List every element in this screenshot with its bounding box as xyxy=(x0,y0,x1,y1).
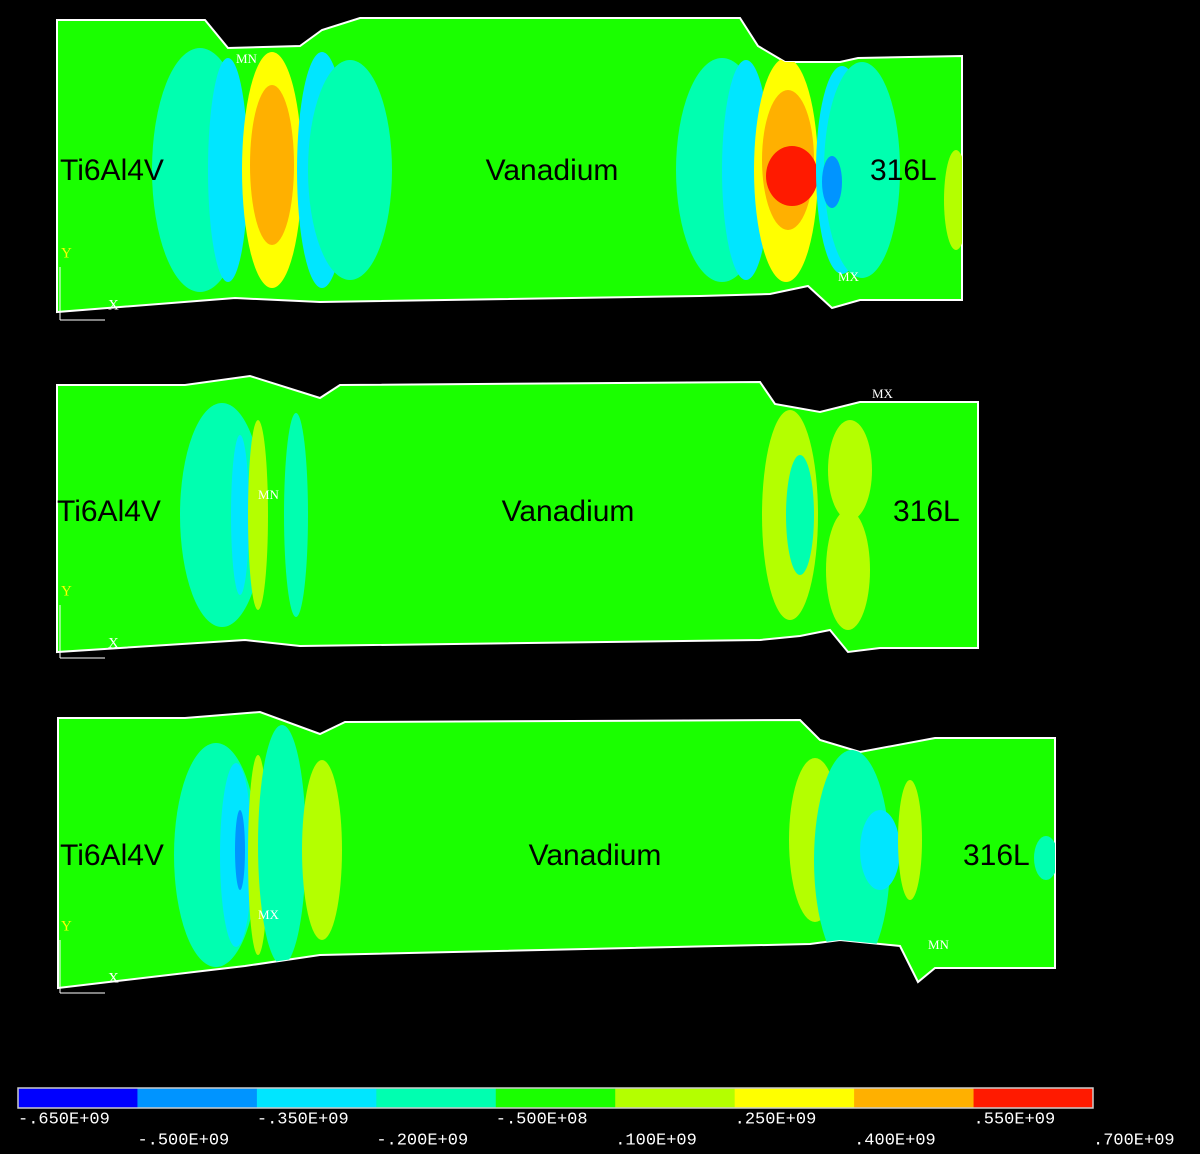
legend-frame xyxy=(17,1087,1094,1109)
contour-region xyxy=(248,420,268,610)
material-label: Ti6Al4V xyxy=(60,154,164,187)
material-label: Ti6Al4V xyxy=(57,495,161,528)
contour-region xyxy=(284,413,308,617)
contour-region xyxy=(860,810,900,890)
material-label: Vanadium xyxy=(502,495,635,528)
contour-region xyxy=(828,420,872,520)
contour-region xyxy=(308,60,392,280)
max-marker: MX xyxy=(838,269,860,284)
legend-swatch xyxy=(495,1088,616,1108)
legend-swatch xyxy=(854,1088,975,1108)
min-marker: MN xyxy=(258,487,280,502)
legend-label: -.650E+09 xyxy=(18,1110,110,1129)
legend-label: .100E+09 xyxy=(615,1131,697,1150)
max-marker: MX xyxy=(872,386,894,401)
contour-region xyxy=(302,760,342,940)
contour-region xyxy=(822,156,842,208)
legend-label: -.350E+09 xyxy=(257,1110,349,1129)
contour-region xyxy=(722,60,770,280)
material-label: 316L xyxy=(893,495,960,528)
legend-swatch xyxy=(18,1088,138,1108)
legend-label: -.500E+08 xyxy=(496,1110,588,1129)
legend-label: .400E+09 xyxy=(854,1131,936,1150)
contour-region xyxy=(824,62,900,278)
contour-region xyxy=(1034,836,1055,880)
contour-region xyxy=(814,750,890,970)
contour-region xyxy=(944,150,962,250)
legend-swatch xyxy=(973,1088,1094,1108)
material-label: Vanadium xyxy=(486,154,619,187)
legend-swatch xyxy=(137,1088,258,1108)
stress-contours xyxy=(180,403,872,630)
contour-region xyxy=(786,455,814,575)
legend-label: -.200E+09 xyxy=(376,1131,468,1150)
specimen: Ti6Al4V Vanadium 316L MN MX Y X xyxy=(57,710,1056,994)
stress-contours xyxy=(174,725,1055,970)
max-marker: MX xyxy=(258,907,280,922)
contour-region xyxy=(898,780,922,900)
contour-region xyxy=(231,435,249,595)
triad-x: X xyxy=(108,970,119,986)
triad-x: X xyxy=(108,297,119,313)
legend-swatch xyxy=(256,1088,377,1108)
legend-label: .700E+09 xyxy=(1093,1131,1175,1150)
contour-region xyxy=(826,510,870,630)
triad-y: Y xyxy=(61,245,72,261)
material-label: Ti6Al4V xyxy=(60,839,164,872)
material-label: Vanadium xyxy=(529,839,662,872)
legend-label: .250E+09 xyxy=(735,1110,817,1129)
contour-region xyxy=(250,85,294,245)
triad-y: Y xyxy=(61,583,72,599)
stress-contours xyxy=(152,48,962,292)
legend-swatch xyxy=(615,1088,736,1108)
legend-swatch xyxy=(734,1088,855,1108)
material-label: 316L xyxy=(963,839,1030,872)
specimen: Ti6Al4V Vanadium 316L MN MX Y X xyxy=(56,17,963,321)
min-marker: MN xyxy=(236,51,258,66)
triad-y: Y xyxy=(61,918,72,934)
legend-label: .550E+09 xyxy=(974,1110,1056,1129)
contour-region xyxy=(208,58,248,282)
contour-region xyxy=(258,725,306,965)
triad-x: X xyxy=(108,635,119,651)
material-label: 316L xyxy=(870,154,937,187)
min-marker: MN xyxy=(928,937,950,952)
specimen: Ti6Al4V Vanadium 316L MN MX Y X xyxy=(56,374,979,659)
contour-region xyxy=(766,146,818,206)
legend-label: -.500E+09 xyxy=(137,1131,229,1150)
contour-region xyxy=(235,810,245,890)
legend-swatch xyxy=(376,1088,497,1108)
